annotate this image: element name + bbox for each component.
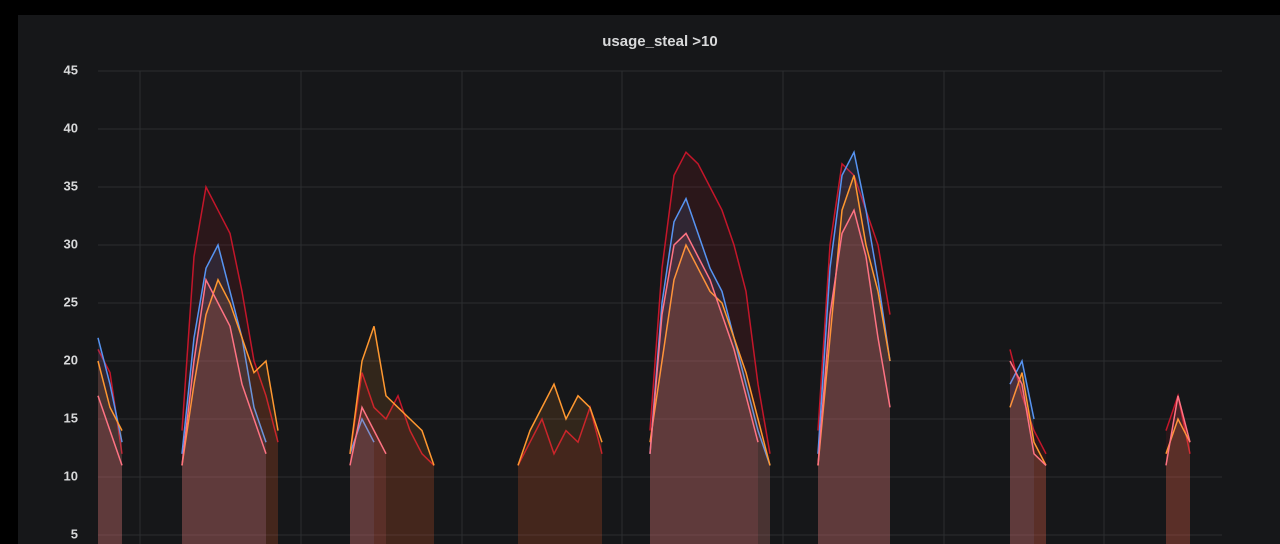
y-tick-label: 25: [64, 294, 78, 309]
series-area: [98, 175, 1190, 544]
series-line: [97, 175, 1191, 466]
y-tick-label: 20: [64, 352, 78, 367]
y-tick-label: 15: [64, 410, 78, 425]
y-tick-label: 5: [71, 526, 78, 541]
series-area: [98, 152, 1034, 544]
series-area: [98, 210, 1190, 544]
panel: [18, 15, 1280, 544]
series-line: [97, 149, 1035, 466]
y-tick-label: 30: [64, 236, 78, 251]
series-line: [97, 208, 1191, 466]
time-grid: [139, 71, 1105, 544]
y-tick-label: 40: [64, 120, 78, 135]
y-tick-label: 35: [64, 178, 78, 193]
series-area: [98, 152, 1190, 544]
y-tick-label: 45: [64, 62, 78, 77]
panel-title[interactable]: usage_steal >10: [602, 33, 718, 50]
y-tick-label: 10: [64, 468, 78, 483]
